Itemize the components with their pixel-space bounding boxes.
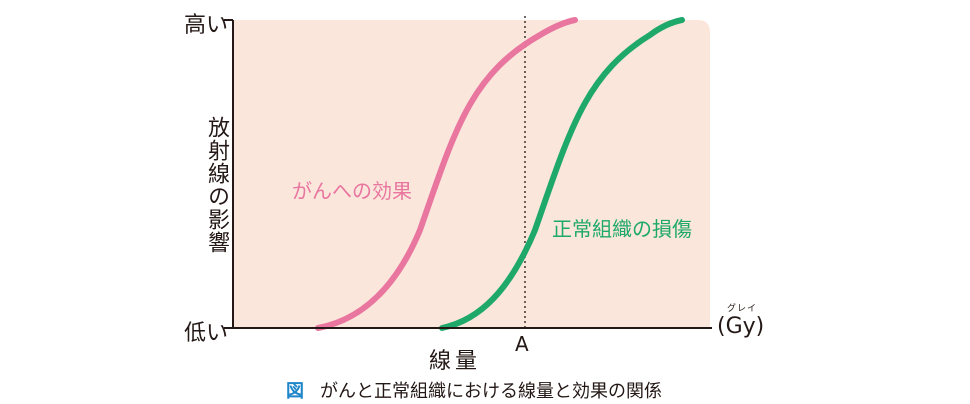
y-axis-title: 放射線の影響 xyxy=(204,116,229,254)
y-axis-high-label: 高い xyxy=(184,13,229,38)
x-axis-title: 線量 xyxy=(429,349,482,374)
figure-caption: がんと正常組織における線量と効果の関係 xyxy=(320,381,662,402)
dose-marker-label: A xyxy=(515,332,529,356)
normal-curve-label: 正常組織の損傷 xyxy=(552,217,692,241)
cancer-effect-curve xyxy=(315,17,578,331)
figure-caption-mark: 図 xyxy=(286,381,304,402)
plot-area xyxy=(233,20,710,328)
y-axis-low-label: 低い xyxy=(184,321,229,346)
cancer-curve-label: がんへの効果 xyxy=(292,179,412,203)
x-unit: (Gy) xyxy=(717,314,765,339)
normal-tissue-damage-curve xyxy=(439,17,685,331)
x-unit-ruby: グレイ xyxy=(727,304,758,314)
